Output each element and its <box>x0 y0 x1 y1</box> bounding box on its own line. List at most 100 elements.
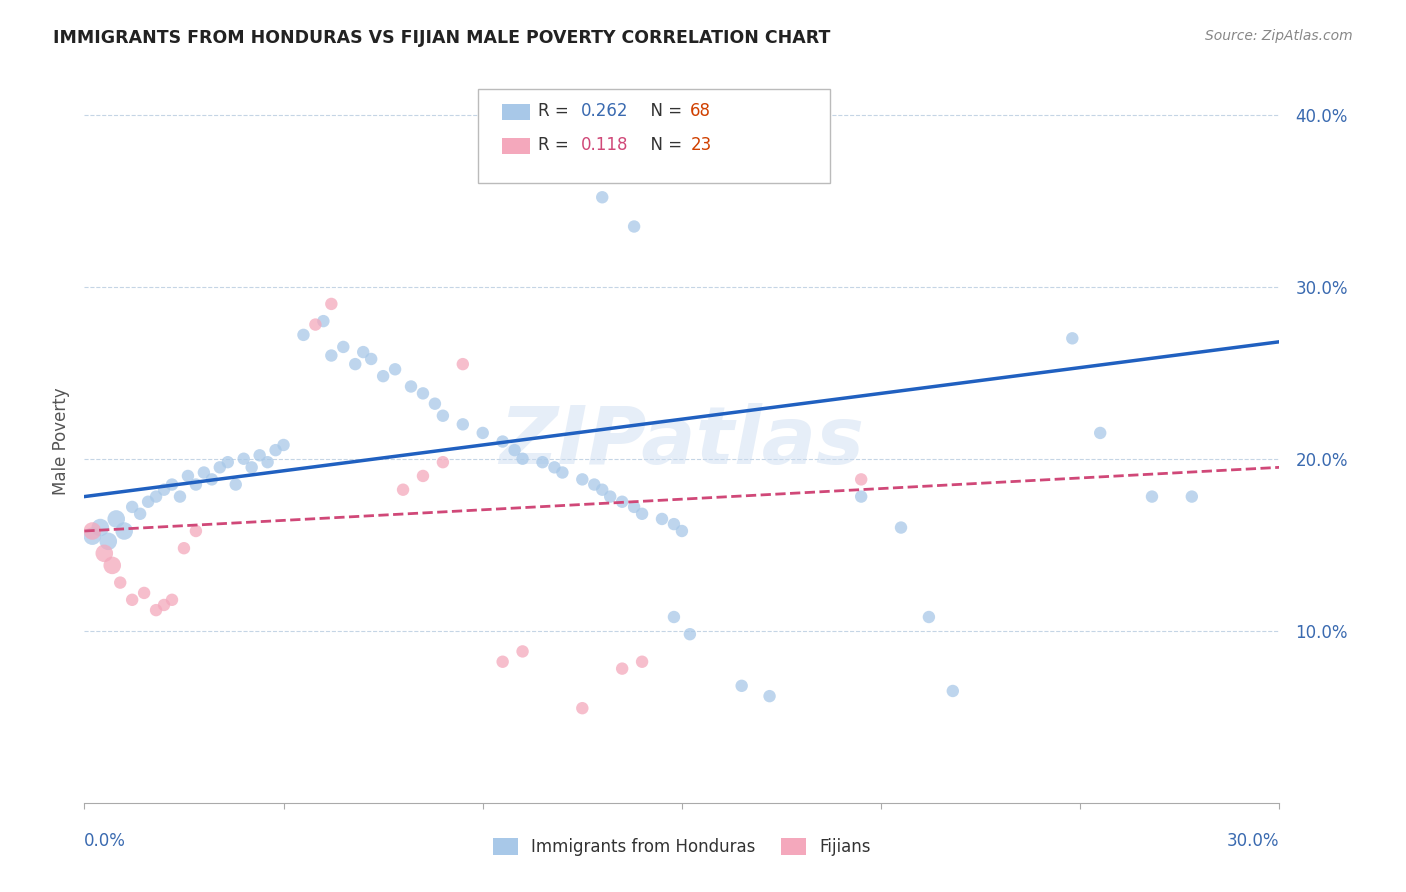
Point <box>399 379 422 393</box>
Text: 0.262: 0.262 <box>581 103 628 120</box>
Point <box>631 507 654 521</box>
Point <box>160 477 183 491</box>
Text: N =: N = <box>640 103 688 120</box>
Point <box>145 603 167 617</box>
Point <box>492 434 515 449</box>
Point <box>249 448 271 462</box>
Point <box>321 297 343 311</box>
Point <box>352 345 374 359</box>
Point <box>177 469 200 483</box>
Point <box>662 610 685 624</box>
Point <box>612 662 634 676</box>
Point <box>312 314 335 328</box>
Point <box>531 455 554 469</box>
Point <box>492 655 515 669</box>
Point <box>193 466 215 480</box>
Point <box>332 340 354 354</box>
Point <box>121 500 143 514</box>
Point <box>512 644 534 658</box>
Point <box>292 327 315 342</box>
Text: N =: N = <box>640 136 688 154</box>
Text: IMMIGRANTS FROM HONDURAS VS FIJIAN MALE POVERTY CORRELATION CHART: IMMIGRANTS FROM HONDURAS VS FIJIAN MALE … <box>53 29 831 46</box>
Point <box>591 483 613 497</box>
Point <box>583 477 606 491</box>
Point <box>503 443 526 458</box>
Text: R =: R = <box>538 136 575 154</box>
Point <box>662 517 685 532</box>
Point <box>543 460 565 475</box>
Point <box>571 701 593 715</box>
Point <box>599 490 621 504</box>
Point <box>890 520 912 534</box>
Point <box>373 369 395 384</box>
Point <box>304 318 326 332</box>
Y-axis label: Male Poverty: Male Poverty <box>52 388 70 495</box>
Point <box>169 490 191 504</box>
Point <box>184 477 207 491</box>
Point <box>344 357 367 371</box>
Point <box>851 472 873 486</box>
Point <box>121 592 143 607</box>
Point <box>112 524 135 538</box>
Point <box>264 443 287 458</box>
Point <box>679 627 702 641</box>
Point <box>623 500 645 514</box>
Point <box>232 451 254 466</box>
Text: 68: 68 <box>690 103 711 120</box>
Text: 23: 23 <box>690 136 711 154</box>
Point <box>631 655 654 669</box>
Point <box>160 592 183 607</box>
Point <box>851 490 873 504</box>
Point <box>512 451 534 466</box>
Point <box>201 472 224 486</box>
Point <box>671 524 693 538</box>
Point <box>412 469 434 483</box>
Point <box>1140 490 1163 504</box>
Point <box>758 689 780 703</box>
Point <box>392 483 415 497</box>
Point <box>93 546 115 560</box>
Point <box>153 598 176 612</box>
Text: ZIPatlas: ZIPatlas <box>499 402 865 481</box>
Point <box>184 524 207 538</box>
Point <box>129 507 152 521</box>
Point <box>623 219 645 234</box>
Point <box>240 460 263 475</box>
Point <box>432 409 454 423</box>
Point <box>384 362 406 376</box>
Point <box>591 190 613 204</box>
Point <box>571 472 593 486</box>
Point <box>412 386 434 401</box>
Point <box>942 684 965 698</box>
Point <box>217 455 239 469</box>
Point <box>208 460 231 475</box>
Point <box>321 349 343 363</box>
Point <box>612 494 634 508</box>
Point <box>89 520 111 534</box>
Point <box>731 679 754 693</box>
Point <box>132 586 156 600</box>
Point <box>256 455 278 469</box>
Text: 0.118: 0.118 <box>581 136 628 154</box>
Point <box>82 524 104 538</box>
Point <box>471 425 494 440</box>
Point <box>153 483 176 497</box>
Point <box>651 512 673 526</box>
Point <box>225 477 247 491</box>
Point <box>136 494 159 508</box>
Point <box>273 438 295 452</box>
Point <box>173 541 195 556</box>
Point <box>82 529 104 543</box>
Point <box>432 455 454 469</box>
Text: R =: R = <box>538 103 575 120</box>
Point <box>145 490 167 504</box>
Point <box>110 575 132 590</box>
Point <box>360 351 382 366</box>
Point <box>105 512 128 526</box>
Point <box>97 534 120 549</box>
Point <box>1062 331 1084 345</box>
Text: Source: ZipAtlas.com: Source: ZipAtlas.com <box>1205 29 1353 43</box>
Point <box>1090 425 1112 440</box>
Point <box>918 610 941 624</box>
Legend: Immigrants from Honduras, Fijians: Immigrants from Honduras, Fijians <box>486 831 877 863</box>
